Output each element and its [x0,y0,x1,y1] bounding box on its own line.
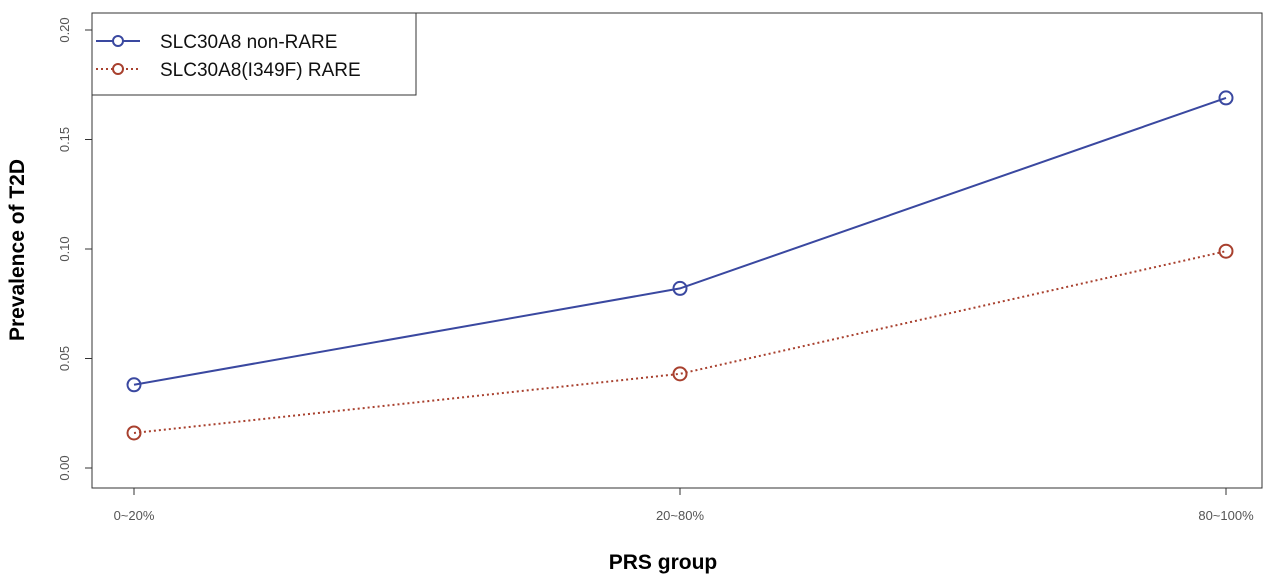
y-tick-label: 0.05 [57,346,72,371]
legend-box [91,12,417,96]
legend-label-2: SLC30A8(I349F) RARE [160,60,361,81]
y-tick-label: 0.20 [57,17,72,42]
y-axis-title: Prevalence of T2D [6,159,29,341]
legend-swatch-marker-2 [112,63,124,75]
series-2-point [672,366,688,382]
x-tick-label: 0~20% [114,508,155,523]
series-line-1 [133,96,1227,386]
legend-label-1: SLC30A8 non-RARE [160,32,337,53]
x-axis: 0~20% 20~80% 80~100% [114,487,1254,523]
y-axis: 0.00 0.05 0.10 0.15 0.20 [57,17,93,481]
series-2-point [126,425,142,441]
y-tick-label: 0.10 [57,236,72,261]
x-tick-label: 80~100% [1198,508,1254,523]
x-tick-label: 20~80% [656,508,705,523]
y-tick-label: 0.00 [57,455,72,480]
series-1-point [1218,90,1234,106]
legend: SLC30A8 non-RARE SLC30A8(I349F) RARE [91,12,417,96]
legend-swatch-marker-1 [112,35,124,47]
series-line-2 [133,250,1227,434]
series-1-point [126,377,142,393]
series-1-point [672,280,688,296]
y-tick-label: 0.15 [57,127,72,152]
series-layer [126,90,1234,441]
x-axis-title: PRS group [609,551,718,574]
series-2-point [1218,243,1234,259]
